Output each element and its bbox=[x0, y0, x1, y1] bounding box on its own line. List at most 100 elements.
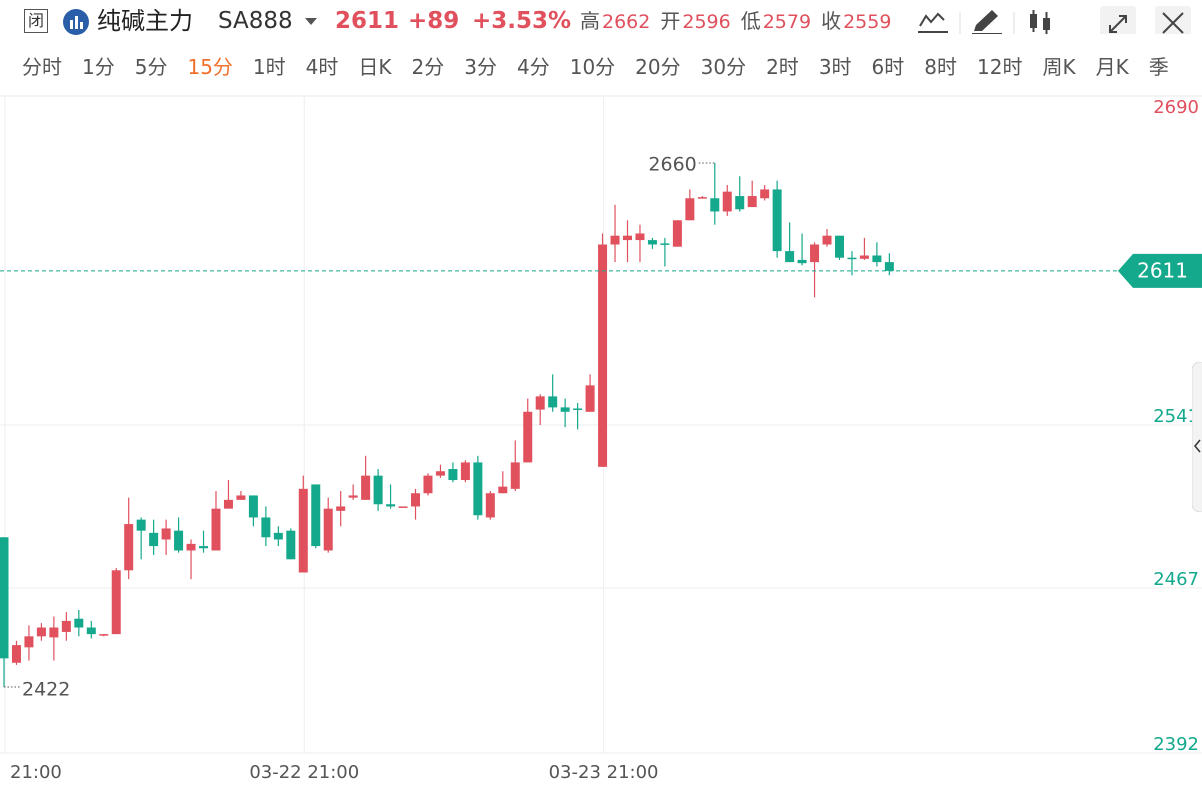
candle-tool[interactable] bbox=[1030, 10, 1050, 34]
candle-body bbox=[710, 198, 720, 212]
dropdown-arrow[interactable] bbox=[304, 16, 318, 46]
timeframe-tab[interactable]: 12时 bbox=[977, 55, 1023, 79]
candle-body bbox=[361, 475, 371, 500]
stat-value: 2559 bbox=[843, 11, 892, 33]
toolbar bbox=[918, 6, 1191, 34]
change-pct: +3.53% bbox=[472, 8, 572, 34]
y-tick-label: 2541 bbox=[1153, 406, 1199, 427]
x-tick-label: 21:00 bbox=[10, 762, 62, 783]
candle-body bbox=[111, 570, 121, 635]
y-tick-label: 2467 bbox=[1153, 569, 1199, 590]
timeframe-tab[interactable]: 日K bbox=[358, 55, 392, 79]
candle-body bbox=[573, 408, 583, 410]
candle-body bbox=[311, 484, 321, 547]
stat: 收 2559 bbox=[821, 6, 891, 36]
candle-body bbox=[810, 244, 820, 263]
close-icon bbox=[1162, 12, 1184, 34]
timeframe-tab[interactable]: 3分 bbox=[464, 55, 497, 79]
candle-body bbox=[223, 499, 233, 509]
candle-body bbox=[136, 519, 146, 531]
timeframe-tab[interactable]: 分时 bbox=[22, 55, 62, 79]
change: +89 bbox=[408, 8, 460, 34]
stat: 开 2596 bbox=[660, 6, 730, 36]
candle-body bbox=[485, 493, 495, 518]
candle-body bbox=[186, 543, 196, 551]
timeframe-tab[interactable]: 30分 bbox=[700, 55, 747, 79]
candle-body bbox=[161, 528, 171, 540]
candle-body bbox=[623, 235, 632, 241]
candle-body bbox=[735, 196, 745, 210]
timeframe-tab[interactable]: 6时 bbox=[871, 55, 905, 79]
candle-body bbox=[273, 532, 283, 540]
candle-body bbox=[859, 255, 869, 259]
candle-body bbox=[199, 546, 209, 549]
candle-body bbox=[672, 220, 682, 247]
candle-body bbox=[336, 506, 346, 511]
timeframe-tab[interactable]: 1分 bbox=[82, 55, 115, 79]
candle-body bbox=[99, 634, 109, 636]
timeframe-tab[interactable]: 20分 bbox=[635, 55, 681, 79]
timeframe-tab[interactable]: 3时 bbox=[818, 55, 852, 79]
stat-label: 收 bbox=[821, 9, 842, 33]
stat: 高 2662 bbox=[580, 6, 650, 36]
draw-tool[interactable] bbox=[972, 10, 1002, 34]
candle-body bbox=[261, 517, 271, 538]
candle-body bbox=[236, 495, 246, 500]
last-price-tag bbox=[1118, 253, 1202, 288]
candle-body bbox=[697, 197, 707, 199]
candle-body bbox=[286, 530, 296, 560]
stat: 低 2579 bbox=[741, 6, 811, 36]
instrument-name: 纯碱主力 bbox=[97, 7, 193, 35]
candle-body bbox=[124, 524, 134, 571]
candle-body bbox=[49, 627, 59, 638]
line-tool[interactable] bbox=[918, 12, 948, 33]
timeframe-tab[interactable]: 月K bbox=[1095, 55, 1129, 79]
candle-body bbox=[535, 396, 545, 410]
stat-value: 2662 bbox=[602, 11, 651, 33]
candle-body bbox=[872, 255, 882, 263]
stat-label: 低 bbox=[740, 9, 761, 33]
last-price: 2611 bbox=[335, 8, 400, 34]
stat-value: 2596 bbox=[682, 11, 731, 33]
candle-body bbox=[174, 530, 184, 551]
candle-body bbox=[61, 620, 71, 632]
timeframe-tab[interactable]: 10分 bbox=[569, 55, 616, 79]
candle-body bbox=[435, 471, 445, 476]
x-tick-label: 03-23 21:00 bbox=[549, 762, 659, 783]
candle-body bbox=[747, 196, 757, 208]
timeframe-tab[interactable]: 2分 bbox=[411, 55, 445, 79]
candle-body bbox=[635, 233, 645, 241]
logo bbox=[63, 9, 89, 35]
timeframe-tab[interactable]: 4分 bbox=[516, 55, 550, 79]
candle-body bbox=[0, 537, 9, 659]
candle-body bbox=[847, 257, 857, 260]
candle-body bbox=[386, 504, 396, 507]
timeframe-tab[interactable]: 15分 bbox=[187, 55, 233, 79]
candle-body bbox=[822, 235, 832, 245]
candle-body bbox=[685, 198, 695, 221]
timeframe-tab[interactable]: 5分 bbox=[134, 55, 168, 79]
timeframe-tab[interactable]: 季 bbox=[1148, 55, 1169, 79]
candle-body bbox=[24, 636, 34, 648]
timeframe-tab[interactable]: 1时 bbox=[252, 55, 286, 79]
timeframe-tab[interactable]: 2时 bbox=[766, 55, 799, 79]
timeframe-tab[interactable]: 8时 bbox=[924, 55, 958, 79]
candle-body bbox=[585, 385, 595, 412]
y-tick-label: 2392 bbox=[1153, 734, 1199, 755]
candle-body bbox=[598, 244, 608, 467]
timeframe-tab[interactable]: 4时 bbox=[305, 55, 339, 79]
candle-body bbox=[373, 475, 383, 505]
candle-body bbox=[248, 495, 258, 518]
timeframe-tab[interactable]: 周K bbox=[1042, 55, 1076, 79]
candle-body bbox=[610, 235, 620, 245]
candle-body bbox=[398, 506, 408, 508]
candle-body bbox=[834, 235, 844, 258]
stat-value: 2579 bbox=[762, 11, 812, 33]
candle-body bbox=[473, 462, 483, 516]
instrument-code[interactable]: SA888 bbox=[218, 8, 293, 34]
candle-body bbox=[211, 508, 221, 551]
candle-body bbox=[74, 618, 84, 628]
candle-body bbox=[647, 240, 657, 245]
side-panel-handle[interactable] bbox=[1192, 362, 1202, 512]
badge: 闭 bbox=[24, 9, 48, 33]
